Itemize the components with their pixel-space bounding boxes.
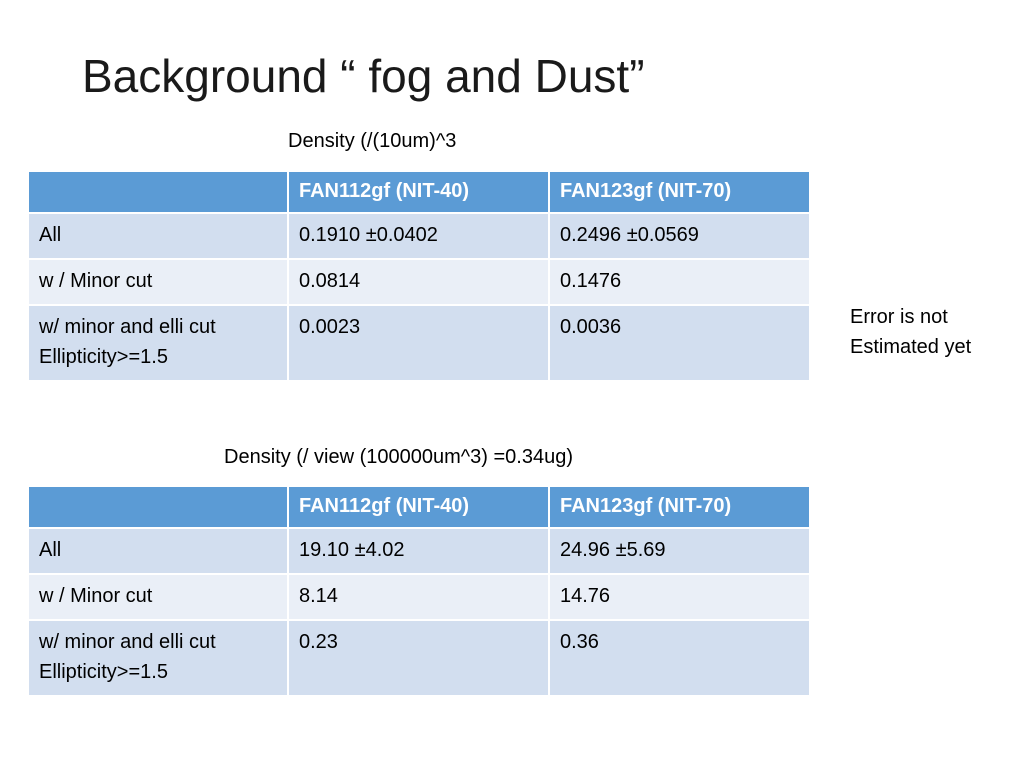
table-header-row: FAN112gf (NIT-40) FAN123gf (NIT-70) (27, 485, 811, 529)
row-label-line: Ellipticity>=1.5 (39, 661, 168, 683)
table-row: w/ minor and elli cut Ellipticity>=1.5 0… (27, 304, 811, 382)
row-label: w/ minor and elli cut Ellipticity>=1.5 (27, 619, 289, 697)
density-table-per-10um3: FAN112gf (NIT-40) FAN123gf (NIT-70) All … (27, 170, 811, 382)
row-label: w/ minor and elli cut Ellipticity>=1.5 (27, 304, 289, 382)
header-cell-fan112gf: FAN112gf (NIT-40) (287, 170, 550, 214)
row-label-line: All (39, 539, 62, 561)
error-note-line: Error is not (850, 306, 948, 328)
error-note-line: Estimated yet (850, 336, 972, 358)
value-cell: 0.0036 (548, 304, 811, 382)
value-cell: 0.1910 ±0.0402 (287, 212, 550, 260)
header-cell-fan123gf: FAN123gf (NIT-70) (548, 170, 811, 214)
header-cell-fan112gf: FAN112gf (NIT-40) (287, 485, 550, 529)
row-label-line: w / Minor cut (39, 585, 153, 607)
header-cell-empty (27, 170, 289, 214)
error-note: Error is not Estimated yet (850, 302, 971, 362)
table-row: All 19.10 ±4.02 24.96 ±5.69 (27, 527, 811, 575)
table-row: w / Minor cut 8.14 14.76 (27, 573, 811, 621)
row-label-line: w/ minor and elli cut (39, 631, 216, 653)
value-cell: 8.14 (287, 573, 550, 621)
row-label: All (27, 527, 289, 575)
row-label: w / Minor cut (27, 258, 289, 306)
table-row: All 0.1910 ±0.0402 0.2496 ±0.0569 (27, 212, 811, 260)
value-cell: 0.0023 (287, 304, 550, 382)
value-cell: 0.23 (287, 619, 550, 697)
row-label-line: All (39, 224, 62, 246)
table-row: w/ minor and elli cut Ellipticity>=1.5 0… (27, 619, 811, 697)
value-cell: 19.10 ±4.02 (287, 527, 550, 575)
table-header-row: FAN112gf (NIT-40) FAN123gf (NIT-70) (27, 170, 811, 214)
row-label-line: Ellipticity>=1.5 (39, 346, 168, 368)
header-cell-fan123gf: FAN123gf (NIT-70) (548, 485, 811, 529)
value-cell: 0.1476 (548, 258, 811, 306)
density-table-per-view: FAN112gf (NIT-40) FAN123gf (NIT-70) All … (27, 485, 811, 697)
value-cell: 14.76 (548, 573, 811, 621)
value-cell: 0.0814 (287, 258, 550, 306)
value-cell: 0.2496 ±0.0569 (548, 212, 811, 260)
row-label: w / Minor cut (27, 573, 289, 621)
row-label-line: w / Minor cut (39, 270, 153, 292)
row-label: All (27, 212, 289, 260)
value-cell: 24.96 ±5.69 (548, 527, 811, 575)
value-cell: 0.36 (548, 619, 811, 697)
header-cell-empty (27, 485, 289, 529)
slide-title: Background “ fog and Dust” (82, 50, 645, 102)
table1-caption: Density (/(10um)^3 (288, 130, 457, 152)
row-label-line: w/ minor and elli cut (39, 316, 216, 338)
table-row: w / Minor cut 0.0814 0.1476 (27, 258, 811, 306)
table2-caption: Density (/ view (100000um^3) =0.34ug) (224, 446, 574, 468)
